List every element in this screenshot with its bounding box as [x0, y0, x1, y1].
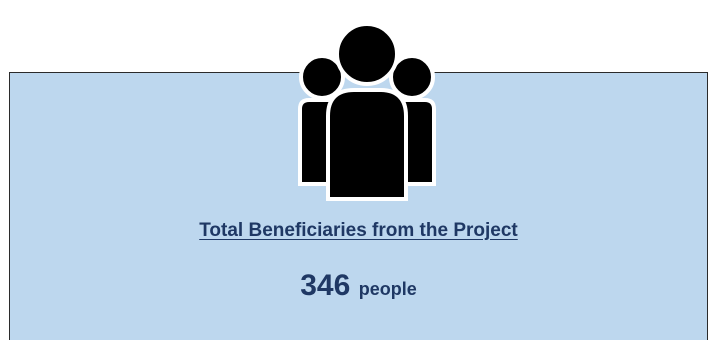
beneficiaries-unit: people — [358, 279, 417, 299]
people-group-icon — [298, 22, 436, 201]
beneficiaries-number: 346 — [300, 269, 351, 302]
person-center-icon — [326, 22, 408, 201]
beneficiaries-title: Total Beneficiaries from the Project — [199, 220, 518, 241]
beneficiaries-count: 346 people — [9, 266, 708, 311]
